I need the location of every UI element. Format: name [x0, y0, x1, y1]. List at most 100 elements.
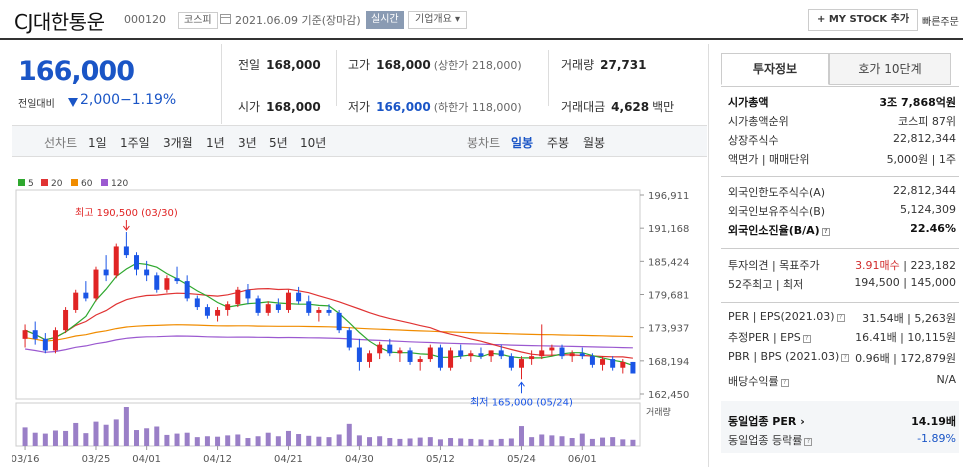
row-sector-per[interactable]: 동일업종 PER › 14.19배	[728, 415, 956, 428]
row-market-cap-rank: 시가총액순위 코스피 87위	[728, 115, 956, 128]
row-opinion: 투자의견 | 목표주가 3.91매수 | 223,182	[728, 259, 956, 272]
candle-body	[559, 347, 565, 357]
volume-bar	[316, 436, 322, 446]
volume-bar	[458, 438, 464, 446]
volume-bar	[610, 437, 616, 446]
volume-bar	[184, 432, 190, 446]
volume-bar	[579, 433, 585, 446]
period-1d[interactable]: 1일	[88, 136, 107, 150]
volume-bar	[498, 438, 504, 446]
candle-body	[498, 350, 504, 357]
quick-order-link[interactable]: 빠른주문	[922, 17, 959, 28]
period-1y[interactable]: 1년	[206, 136, 225, 150]
volume-bar	[539, 434, 545, 446]
period-5y[interactable]: 5년	[269, 136, 288, 150]
candle-body	[235, 289, 241, 305]
candle-body	[296, 292, 302, 302]
divider	[721, 176, 959, 177]
row-foreign-limit: 외국인한도주식수(A) 22,812,344	[728, 184, 956, 199]
candle-body	[174, 278, 180, 282]
volume-bar	[346, 423, 352, 446]
stat-sub: (상한가 218,000)	[433, 59, 522, 72]
stat-value: 168,000	[376, 58, 431, 72]
volume-bar	[407, 438, 413, 446]
row-per: PER | EPS(2021.03)? 31.54배 | 5,263원	[728, 310, 956, 325]
candle-body	[63, 309, 69, 331]
candle-body	[83, 292, 89, 299]
volume-bar	[518, 426, 524, 446]
candle-daily[interactable]: 일봉	[511, 136, 534, 150]
volume-bar	[397, 438, 403, 446]
stat-value: 166,000	[376, 100, 431, 114]
candle-body	[569, 353, 575, 357]
divider	[548, 50, 549, 106]
candle-monthly[interactable]: 월봉	[583, 136, 606, 150]
volume-bar	[326, 437, 332, 446]
candle-body	[589, 356, 595, 365]
stat-label: 거래량	[561, 58, 595, 72]
candle-body	[539, 350, 545, 357]
x-tick-label: 03/16	[12, 454, 39, 465]
x-tick-label: 04/12	[203, 454, 232, 465]
volume-bar	[488, 439, 494, 446]
volume-bar	[296, 434, 302, 446]
stat-high: 고가 168,000 (상한가 218,000)	[348, 56, 522, 73]
help-icon[interactable]: ?	[841, 354, 850, 362]
low-annotation: 최저 165,000 (05/24)	[470, 396, 573, 408]
divider	[721, 302, 959, 303]
candle-body	[630, 361, 636, 374]
help-icon[interactable]: ?	[836, 314, 845, 322]
stock-chart[interactable]: 5 20 60 120 196,911 191,168 185,424 179,681…	[12, 170, 707, 467]
tab-order-book[interactable]: 호가 10단계	[829, 53, 951, 85]
row-dividend: 배당수익률? N/A	[728, 373, 956, 388]
volume-bar	[103, 424, 109, 446]
candle-body	[610, 359, 616, 368]
candle-body	[134, 255, 140, 270]
period-1w[interactable]: 1주일	[120, 136, 150, 150]
help-icon[interactable]: ?	[802, 335, 811, 343]
period-3m[interactable]: 3개월	[163, 136, 193, 150]
candle-body	[93, 269, 99, 299]
candle-body	[326, 309, 332, 313]
x-tick-label: 04/21	[274, 454, 303, 465]
volume-bar	[478, 439, 484, 446]
candle-body	[387, 344, 393, 354]
volume-bar	[508, 438, 514, 446]
period-3y[interactable]: 3년	[238, 136, 257, 150]
stat-prev-close: 전일 168,000	[238, 56, 321, 73]
help-icon[interactable]: ?	[780, 379, 789, 387]
period-10y[interactable]: 10년	[300, 136, 327, 150]
divider	[721, 86, 959, 87]
candle-body	[529, 356, 535, 360]
y-tick-label: 162,450	[648, 390, 689, 401]
volume-bar	[356, 435, 362, 446]
volume-bar	[285, 430, 291, 446]
row-foreign-ratio: 외국인소진율(B/A)? 22.46%	[728, 222, 956, 237]
volume-bar	[529, 437, 535, 446]
stat-low: 저가 166,000 (하한가 118,000)	[348, 98, 522, 115]
volume-bar	[83, 433, 89, 446]
low-arrow	[518, 381, 525, 387]
volume-bar	[52, 430, 58, 446]
volume-bar	[275, 436, 281, 446]
candle-body	[306, 301, 312, 313]
volume-bar	[215, 436, 221, 446]
candle-body	[356, 347, 362, 362]
candle-body	[285, 292, 291, 310]
realtime-button[interactable]: 실시간	[366, 11, 404, 29]
help-icon[interactable]: ?	[804, 438, 813, 446]
candle-body	[478, 353, 484, 357]
candle-body	[144, 269, 150, 276]
stat-label: 고가	[348, 58, 371, 72]
stat-unit: 백만	[652, 100, 675, 114]
volume-bar	[255, 436, 261, 446]
company-overview-dropdown[interactable]: 기업개요 ▾	[408, 11, 467, 29]
candle-body	[518, 359, 524, 368]
legend-ma5: 5	[18, 179, 34, 189]
help-icon[interactable]: ?	[821, 228, 830, 236]
tab-investment-info[interactable]: 투자정보	[721, 53, 829, 85]
stock-code: 000120	[124, 13, 166, 26]
volume-bar	[164, 434, 170, 446]
candle-weekly[interactable]: 주봉	[547, 136, 570, 150]
add-my-stock-button[interactable]: + MY STOCK 추가	[808, 9, 919, 31]
